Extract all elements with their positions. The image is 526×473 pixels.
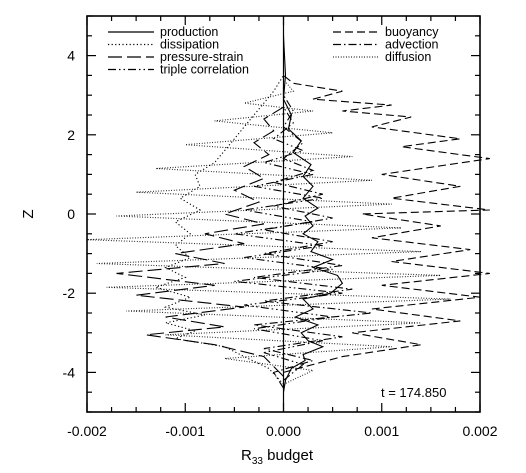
x-tick-label: -0.001 [165,423,205,439]
series-pressure-strain-line [116,87,285,377]
legend-label-buoyancy: buoyancy [385,25,439,39]
legend-label-advection: advection [385,38,439,52]
x-axis-label-suffix: budget [263,447,314,464]
legend-label-triple-correlation: triple correlation [160,63,249,77]
series-triple-correlation-line [234,106,343,381]
series-production-line [282,35,344,393]
legend: productiondissipationpressure-straintrip… [108,25,439,77]
tick-layer: -0.002 -0.001 0.000 0.001 0.002 -4 -2 0 2 4 [63,15,498,439]
series-advection-line [253,94,372,389]
x-tick-label: 0.002 [462,423,497,439]
annotation-time: t = 174.850 [381,385,446,400]
x-tick-label: 0.001 [364,423,399,439]
series-layer [86,35,490,393]
y-tick-label: 4 [67,48,75,64]
y-tick-label: 0 [67,206,75,222]
series-buoyancy-line [283,74,490,373]
y-tick-label: -4 [63,364,76,380]
y-axis-label: Z [20,209,37,218]
y-tick-label: -2 [63,285,76,301]
legend-label-production: production [160,25,218,39]
legend-label-pressure-strain: pressure-strain [160,50,243,64]
x-axis-label: R33 budget [241,447,314,467]
legend-label-diffusion: diffusion [385,50,431,64]
legend-label-dissipation: dissipation [160,38,219,52]
x-axis-label-subscript: 33 [252,456,264,467]
x-axis-label-main: R [241,447,252,464]
x-tick-label: -0.002 [67,423,107,439]
series-diffusion-line [86,79,451,385]
y-tick-label: 2 [67,127,75,143]
x-tick-label: 0.000 [266,423,301,439]
